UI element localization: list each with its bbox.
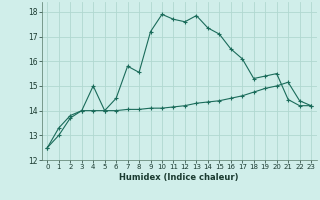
X-axis label: Humidex (Indice chaleur): Humidex (Indice chaleur) (119, 173, 239, 182)
